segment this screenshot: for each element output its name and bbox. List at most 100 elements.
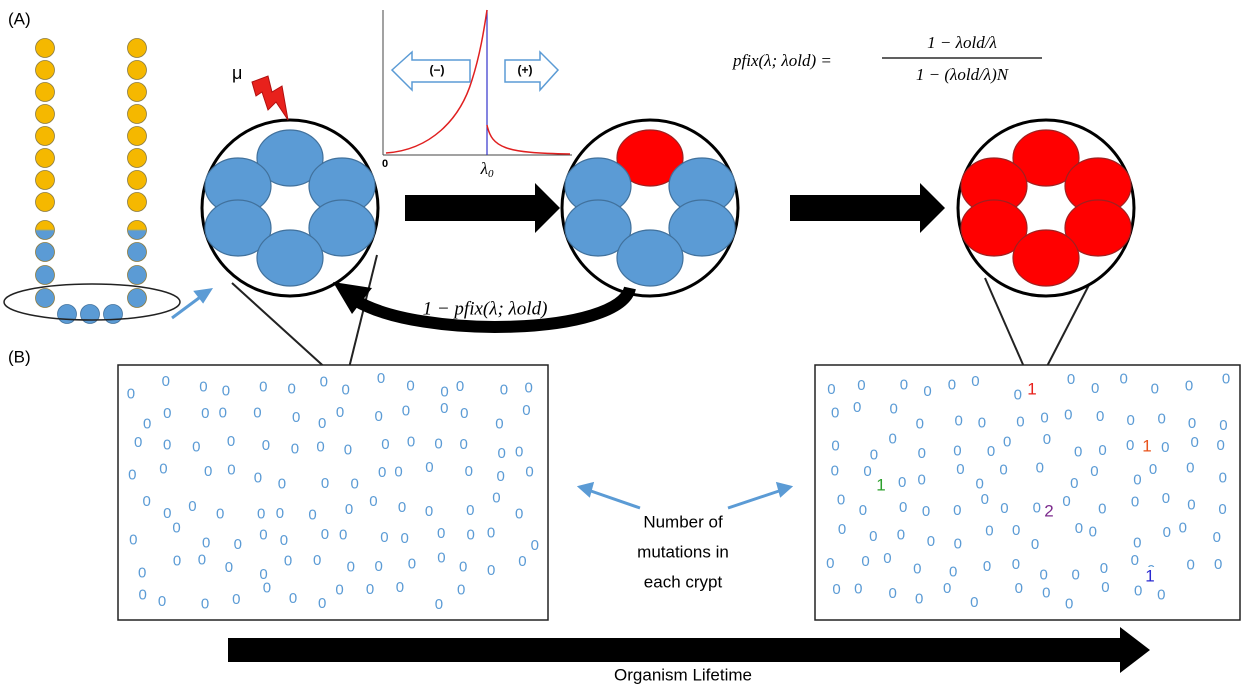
stem-cell <box>35 170 55 190</box>
crypt-count: 0 <box>985 522 993 539</box>
crypt-count: 0 <box>831 438 839 455</box>
crypt-count: 0 <box>142 493 150 510</box>
cell <box>668 199 736 257</box>
crypt-count: 0 <box>292 409 300 426</box>
crypt-count: 0 <box>369 493 377 510</box>
crypt-count: 0 <box>254 470 262 487</box>
mutation-bolt <box>251 75 289 121</box>
crypt-count: 0 <box>487 562 495 579</box>
crypt-count: 0 <box>232 591 240 608</box>
crypt-count: 0 <box>202 534 210 551</box>
callout-line: each crypt <box>644 572 723 591</box>
crypt-count: 0 <box>381 436 389 453</box>
crypt-count: 0 <box>1065 595 1073 612</box>
crypt-counts: 0 0 0 0 0 0 0 0 0 0 0 0 0 0 0 0 0 0 0 0 0 0 0 0 0 0 0 0 0 0 0 0 0 0 0 0 0 0 0 0… <box>127 370 1230 613</box>
crypt-count: 0 <box>1101 579 1109 596</box>
crypt-count: 0 <box>201 595 209 612</box>
crypt-box-before <box>117 364 549 621</box>
crypt-count: 0 <box>1161 439 1169 456</box>
zoom-lines <box>231 254 1091 377</box>
crypt-count: 0 <box>335 581 343 598</box>
cell <box>256 129 324 187</box>
crypt-count: 0 <box>897 527 905 544</box>
stem-cell <box>127 288 147 308</box>
crypt-count: 0 <box>1134 583 1142 600</box>
crypt-count: 0 <box>915 590 923 607</box>
stem-cell <box>127 60 147 80</box>
crypt-count: 0 <box>870 447 878 464</box>
crypt-count: 0 <box>1120 370 1128 387</box>
crypt-count: 0 <box>1127 412 1135 429</box>
crypt-circles <box>200 118 1136 298</box>
crypt-count: 0 <box>253 404 261 421</box>
crypt-count: 0 <box>1096 408 1104 425</box>
crypt-count: 0 <box>515 444 523 461</box>
crypt-count: 0 <box>531 537 539 554</box>
crypt-count: 0 <box>1014 387 1022 404</box>
crypt-count: 0 <box>1213 529 1221 546</box>
step-arrow <box>790 183 945 233</box>
crypt-count: 0 <box>497 468 505 485</box>
crypt-count: 0 <box>525 463 533 480</box>
crypt-count: 0 <box>1126 437 1134 454</box>
crypt-count: 0 <box>347 558 355 575</box>
crypt-count: 0 <box>1003 433 1011 450</box>
crypt-count: 0 <box>198 551 206 568</box>
crypt-count: 0 <box>1070 475 1078 492</box>
crypt-count: 0 <box>515 506 523 523</box>
crypt-count: 0 <box>889 430 897 447</box>
crypt-count: 0 <box>500 381 508 398</box>
crypt-count: 0 <box>440 384 448 401</box>
crypt-count: 0 <box>831 405 839 422</box>
crypt-count: 0 <box>832 581 840 598</box>
left-label: (−) <box>430 63 445 77</box>
crypt-count: 0 <box>522 402 530 419</box>
crypt-count: 0 <box>1162 490 1170 507</box>
crypt-count: 0 <box>159 460 167 477</box>
crypt-count: 0 <box>1033 499 1041 516</box>
crypt-count: 0 <box>425 503 433 520</box>
crypt-count: 0 <box>313 552 321 569</box>
crypt-count: 0 <box>345 501 353 518</box>
marker-subscript: 0 <box>488 168 494 180</box>
crypt-count: 0 <box>1015 580 1023 597</box>
cell <box>616 129 684 187</box>
marker-label: λ0 <box>480 159 494 180</box>
crypt-count: 0 <box>377 370 385 387</box>
crypt-count: 0 <box>259 527 267 544</box>
marked-count: 1 <box>876 475 885 494</box>
stem-cell <box>127 192 147 212</box>
stem-cell <box>35 82 55 102</box>
crypt-count: 0 <box>234 536 242 553</box>
crypt-count: 0 <box>1062 493 1070 510</box>
crypt-count: 0 <box>927 533 935 550</box>
stem-cell <box>35 265 55 285</box>
loss-label: 1 − pfix(λ; λold) <box>423 298 548 319</box>
crypt-count: 0 <box>1190 434 1198 451</box>
crypt-count: 0 <box>204 463 212 480</box>
crypt-count: 0 <box>498 445 506 462</box>
crypt-count: 0 <box>863 463 871 480</box>
crypt-count: 0 <box>162 373 170 390</box>
crypt-count: 0 <box>457 581 465 598</box>
crypt-count: 0 <box>853 399 861 416</box>
stem-cell <box>127 220 147 240</box>
crypt-count: 0 <box>339 526 347 543</box>
crypt-count: 0 <box>953 442 961 459</box>
crypt-count: 0 <box>437 525 445 542</box>
crypt-count: 0 <box>1158 410 1166 427</box>
cell <box>616 229 684 287</box>
crypt-count: 0 <box>831 462 839 479</box>
callout-line: mutations in <box>637 542 729 561</box>
crypt-count: 0 <box>440 400 448 417</box>
crypt-count: 0 <box>321 526 329 543</box>
crypt-count: 0 <box>192 439 200 456</box>
crypt-count: 0 <box>172 520 180 537</box>
count-backdrop <box>1139 437 1155 457</box>
crypt-count: 0 <box>1219 417 1227 434</box>
crypt-count: 0 <box>143 415 151 432</box>
crypt-count: 0 <box>134 434 142 451</box>
stem-cell <box>35 60 55 80</box>
crypt-count: 0 <box>374 558 382 575</box>
crypt-count: 0 <box>1222 370 1230 387</box>
